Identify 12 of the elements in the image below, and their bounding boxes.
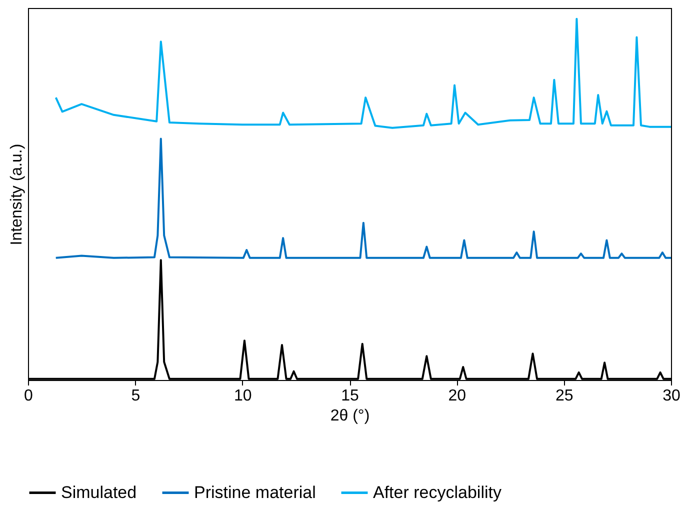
x-tick-label: 30 (662, 388, 680, 404)
x-tick-label: 20 (448, 388, 466, 404)
legend-label: Pristine material (194, 482, 316, 502)
x-tick-label: 25 (555, 388, 574, 404)
x-tick-label: 10 (234, 388, 252, 404)
x-tick-label: 0 (24, 388, 34, 404)
x-axis-title: 2θ (°) (330, 408, 370, 424)
legend-label: Simulated (61, 482, 137, 502)
x-tick-label: 5 (131, 388, 140, 404)
legend-label: After recyclability (373, 482, 502, 502)
y-axis-title: Intensity (a.u.) (8, 144, 26, 246)
x-tick-label: 15 (341, 388, 359, 404)
